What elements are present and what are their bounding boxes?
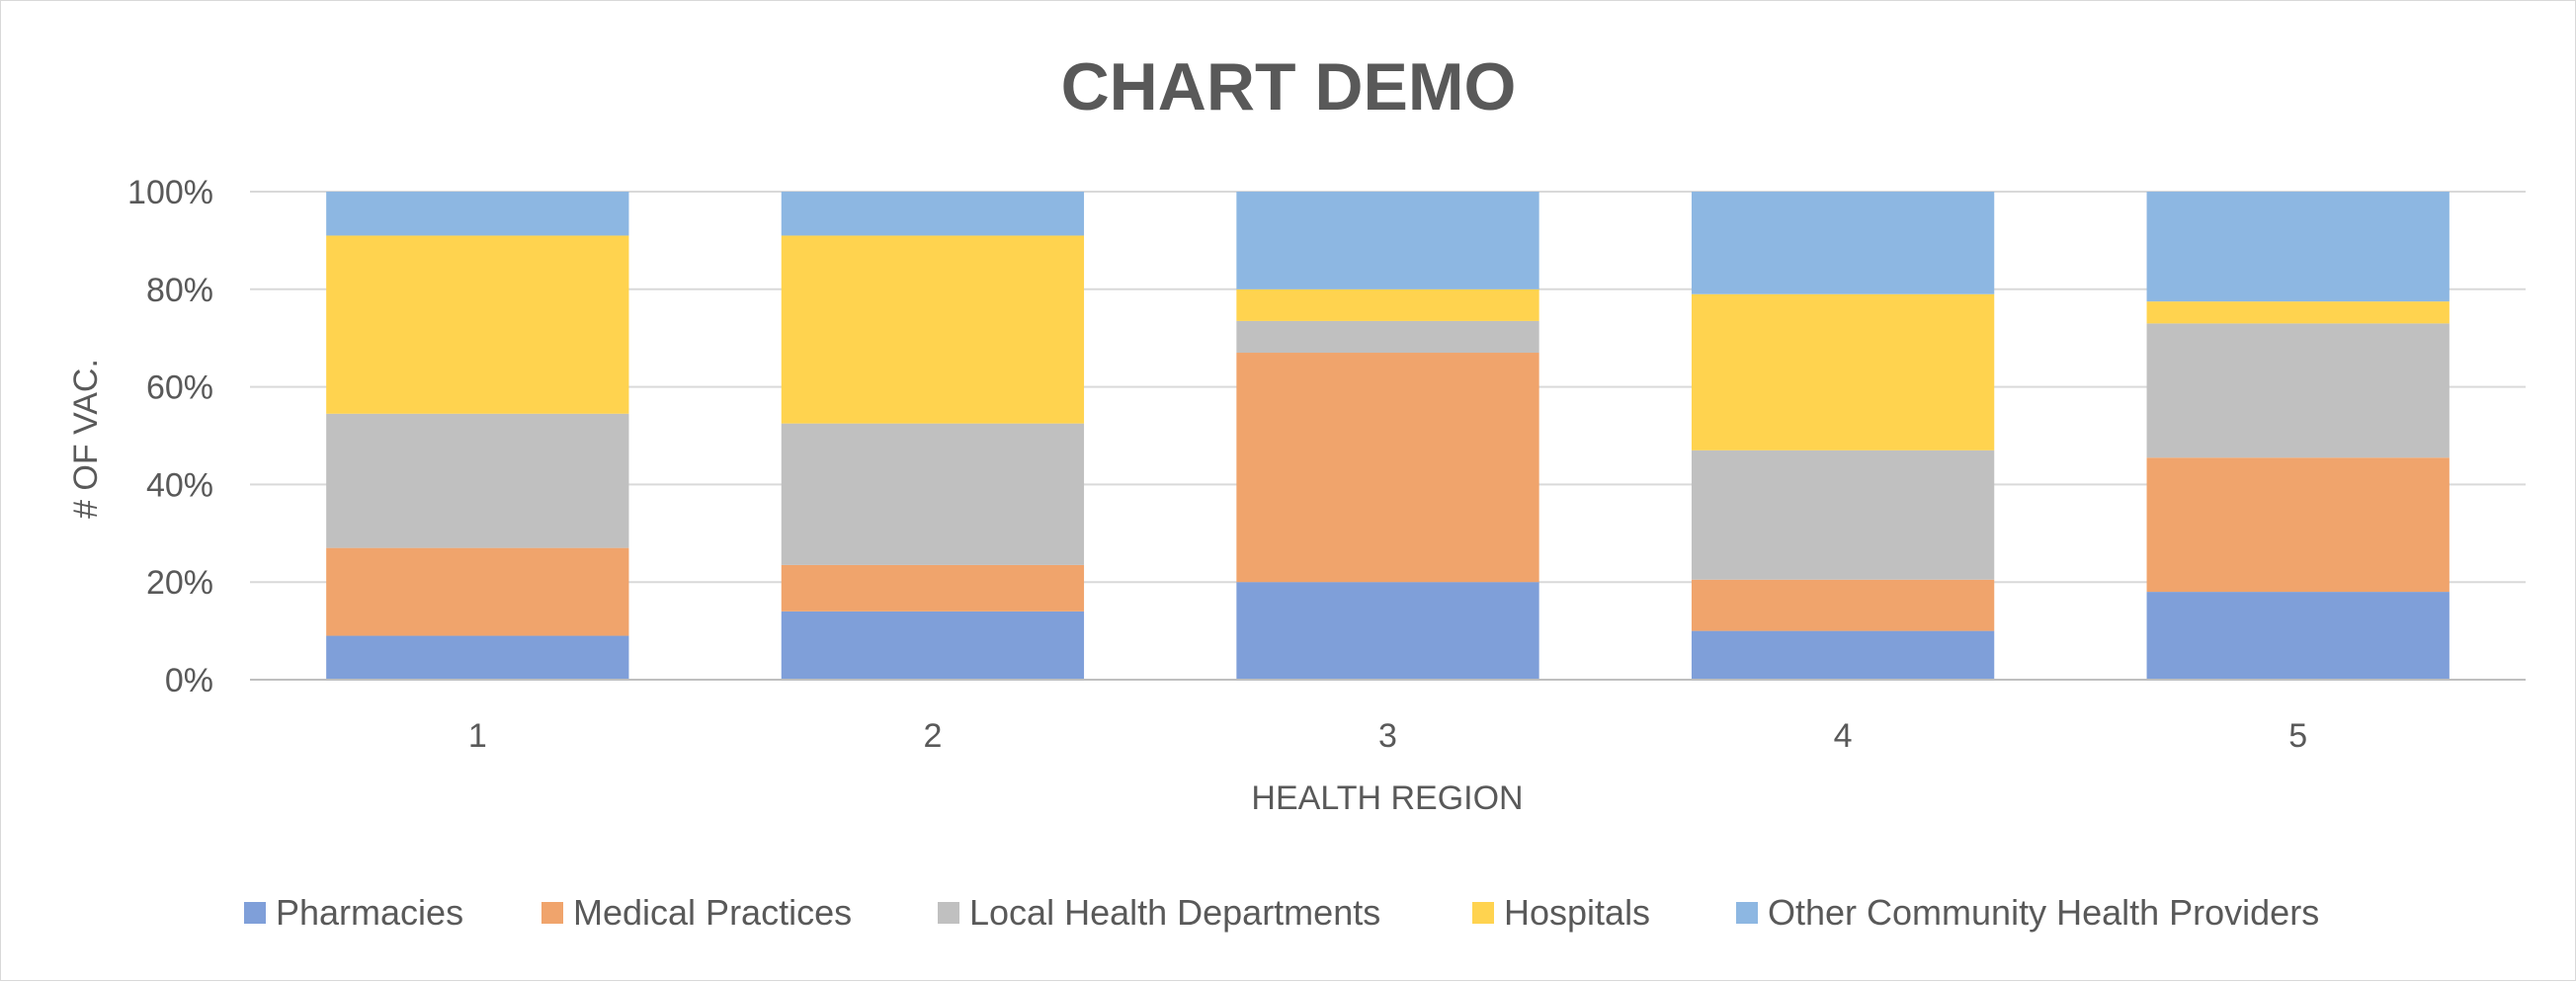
legend-swatch bbox=[1736, 902, 1758, 924]
legend: Pharmacies Medical Practices Local Health … bbox=[244, 892, 2319, 933]
bar-segment bbox=[1236, 582, 1539, 680]
bar-segment bbox=[1691, 579, 1995, 631]
chart-title: CHART DEMO bbox=[1061, 49, 1517, 124]
legend-label: Medical Practices bbox=[573, 892, 852, 933]
bar-segment bbox=[326, 547, 629, 636]
bar-segment bbox=[781, 564, 1085, 612]
y-tick-label: 0% bbox=[165, 662, 213, 699]
y-tick-label: 80% bbox=[146, 272, 213, 309]
y-axis-title: # OF VAC. bbox=[67, 359, 105, 519]
bar-segment bbox=[781, 235, 1085, 424]
bar-segment bbox=[326, 235, 629, 414]
bar-segment bbox=[1236, 288, 1539, 321]
bar-segment bbox=[326, 635, 629, 680]
bar-segment bbox=[2146, 592, 2450, 680]
y-tick-label: 20% bbox=[146, 564, 213, 602]
y-tick-label: 60% bbox=[146, 369, 213, 407]
legend-label: Other Community Health Providers bbox=[1768, 892, 2319, 933]
bars bbox=[326, 192, 2450, 680]
x-tick-label: 3 bbox=[1378, 717, 1397, 755]
bar-segment bbox=[1691, 450, 1995, 580]
bar-segment bbox=[781, 192, 1085, 236]
bar-segment bbox=[1691, 192, 1995, 294]
legend-label: Hospitals bbox=[1504, 892, 1650, 933]
bar-segment bbox=[781, 423, 1085, 565]
bar-segment bbox=[1236, 320, 1539, 354]
bar-segment bbox=[326, 192, 629, 236]
legend-swatch bbox=[541, 902, 563, 924]
legend-item: Medical Practices bbox=[541, 892, 852, 933]
bar-segment bbox=[2146, 457, 2450, 593]
bar-segment bbox=[2146, 301, 2450, 324]
bar-segment bbox=[326, 413, 629, 548]
bar-segment bbox=[1236, 353, 1539, 583]
legend-swatch bbox=[244, 902, 266, 924]
x-tick-label: 1 bbox=[468, 717, 487, 755]
bar-segment bbox=[2146, 192, 2450, 302]
legend-label: Pharmacies bbox=[276, 892, 463, 933]
legend-item: Pharmacies bbox=[244, 892, 463, 933]
legend-item: Local Health Departments bbox=[938, 892, 1380, 933]
x-tick-label: 5 bbox=[2288, 717, 2307, 755]
y-tick-label: 100% bbox=[127, 174, 213, 211]
legend-item: Hospitals bbox=[1472, 892, 1650, 933]
bar-segment bbox=[1691, 293, 1995, 450]
legend-item: Other Community Health Providers bbox=[1736, 892, 2319, 933]
legend-label: Local Health Departments bbox=[969, 892, 1380, 933]
axes: 0% 20% 40% 60% 80% 100% 1 2 3 4 5 bbox=[127, 174, 2526, 755]
bar-segment bbox=[2146, 323, 2450, 458]
legend-swatch bbox=[938, 902, 959, 924]
bar-segment bbox=[1691, 630, 1995, 680]
legend-swatch bbox=[1472, 902, 1494, 924]
bar-segment bbox=[1236, 192, 1539, 289]
bar-segment bbox=[781, 611, 1085, 680]
x-tick-label: 4 bbox=[1834, 717, 1853, 755]
x-axis-title: HEALTH REGION bbox=[1251, 779, 1523, 817]
y-tick-label: 40% bbox=[146, 466, 213, 504]
x-tick-label: 2 bbox=[923, 717, 942, 755]
